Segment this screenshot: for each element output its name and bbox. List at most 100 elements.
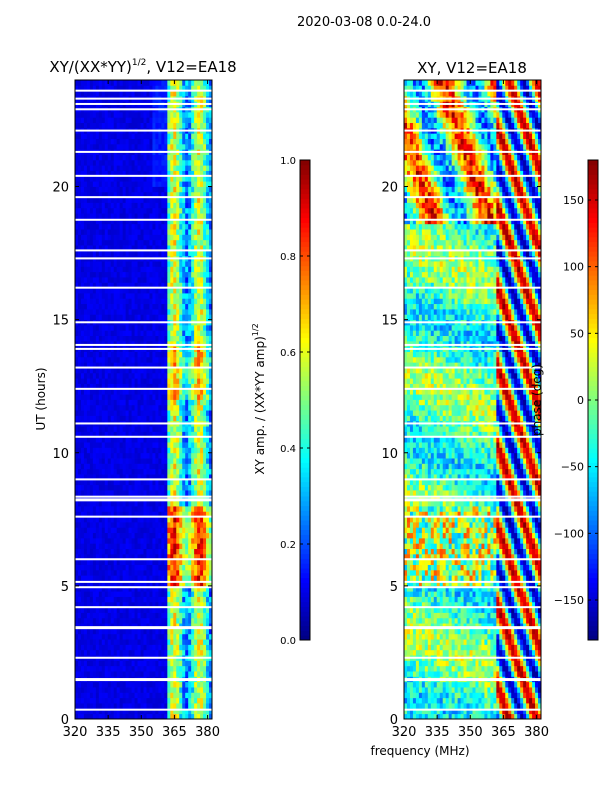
heat-cell <box>152 713 156 720</box>
heat-cell <box>95 143 100 150</box>
heat-cell <box>95 628 100 635</box>
heat-cell <box>158 644 162 651</box>
heat-cell <box>155 575 159 581</box>
heat-cell <box>176 245 180 251</box>
heat-cell <box>170 665 174 672</box>
heat-cell <box>176 277 180 283</box>
heat-cell <box>119 575 124 581</box>
heat-cell <box>185 687 189 693</box>
heat-cell <box>197 335 201 342</box>
heat-cell <box>197 143 201 150</box>
heat-cell <box>149 277 153 283</box>
heat-cell <box>86 165 91 171</box>
heat-cell <box>83 351 88 358</box>
heat-cell <box>89 340 94 347</box>
heat-cell <box>197 388 201 395</box>
heat-cell <box>164 463 168 470</box>
heat-cell <box>167 271 171 278</box>
heat-cell <box>125 239 130 246</box>
heat-cell <box>176 537 180 544</box>
heat-cell <box>107 484 112 491</box>
heat-cell <box>173 266 177 273</box>
heat-cell <box>89 298 94 305</box>
heat-cell <box>155 436 159 443</box>
heat-cell <box>206 202 210 209</box>
heat-cell <box>197 298 201 305</box>
heat-cell <box>98 521 103 528</box>
heat-cell <box>77 537 82 544</box>
heat-cell <box>122 399 127 406</box>
heat-cell <box>125 479 130 486</box>
heat-cell <box>98 537 103 544</box>
heat-cell <box>116 330 121 336</box>
heat-cell <box>110 713 115 720</box>
heat-cell <box>98 229 103 235</box>
heat-cell <box>197 202 201 209</box>
heat-cell <box>131 703 135 709</box>
heat-cell <box>200 559 204 565</box>
heat-cell <box>80 553 85 560</box>
heat-cell <box>188 532 192 539</box>
heat-cell <box>176 330 180 336</box>
heat-cell <box>200 186 204 193</box>
heat-cell <box>143 447 147 454</box>
heat-cell <box>146 181 150 187</box>
heat-cell <box>146 330 150 336</box>
heat-cell <box>209 521 213 528</box>
heat-cell <box>170 511 174 518</box>
heat-cell <box>152 340 156 347</box>
heat-cell <box>75 474 79 480</box>
heat-cell <box>113 266 118 273</box>
heat-cell <box>89 367 94 374</box>
heat-cell <box>188 687 192 693</box>
heat-cell <box>173 527 177 534</box>
heat-cell <box>197 527 201 534</box>
heat-cell <box>80 239 85 246</box>
heat-cell <box>83 239 88 246</box>
heat-cell <box>116 287 121 294</box>
heat-cell <box>140 607 144 613</box>
heat-cell <box>191 175 195 182</box>
heat-cell <box>176 500 180 507</box>
heat-cell <box>140 197 144 203</box>
heat-cell <box>194 703 198 709</box>
heat-cell <box>149 495 153 502</box>
heat-cell <box>179 623 183 629</box>
heat-cell <box>92 687 97 693</box>
heat-cell <box>179 692 183 699</box>
heat-cell <box>113 591 118 597</box>
heat-cell <box>170 442 174 448</box>
heat-cell <box>128 681 132 688</box>
heat-cell <box>170 479 174 486</box>
heat-cell <box>75 468 79 475</box>
heat-cell <box>185 372 189 379</box>
heat-cell <box>125 628 130 635</box>
heat-cell <box>77 335 82 342</box>
heat-cell <box>164 692 168 699</box>
heat-cell <box>143 266 147 273</box>
heat-cell <box>200 404 204 411</box>
heat-cell <box>128 154 132 161</box>
heat-cell <box>191 388 195 395</box>
heat-cell <box>191 356 195 363</box>
heat-cell <box>98 511 103 518</box>
heat-cell <box>140 628 144 635</box>
heat-cell <box>134 415 138 422</box>
heat-cell <box>131 138 135 145</box>
heat-cell <box>161 639 165 645</box>
heat-cell <box>119 303 124 310</box>
heat-cell <box>152 495 156 502</box>
heat-cell <box>200 399 204 406</box>
heat-cell <box>80 229 85 235</box>
heat-cell <box>77 261 82 267</box>
heat-cell <box>119 564 124 571</box>
heat-cell <box>95 633 100 640</box>
heat-cell <box>131 564 135 571</box>
heat-cell <box>173 330 177 336</box>
heat-cell <box>134 324 138 331</box>
heat-cell <box>185 383 189 390</box>
heat-cell <box>75 612 79 619</box>
heat-cell <box>86 591 91 597</box>
heat-cell <box>128 239 132 246</box>
heat-cell <box>173 426 177 432</box>
